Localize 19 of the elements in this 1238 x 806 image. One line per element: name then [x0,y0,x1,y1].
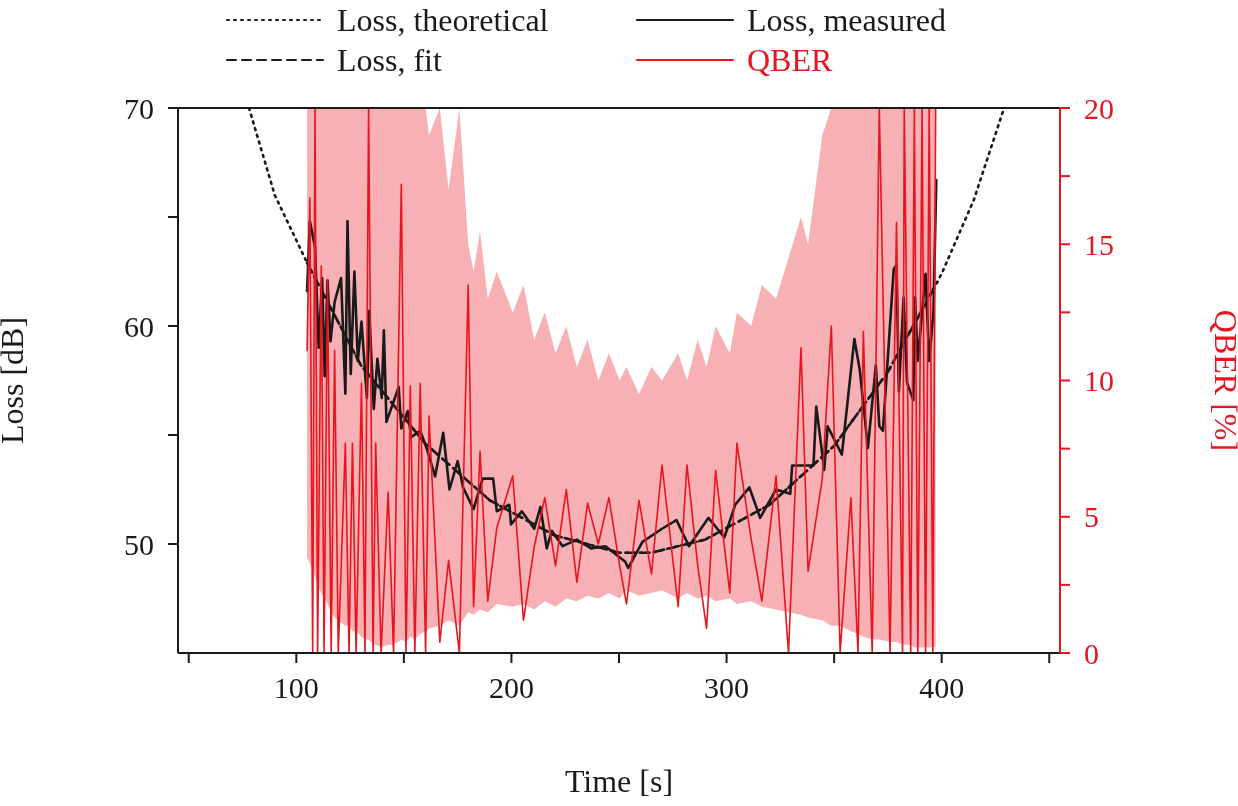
x-tick-label: 200 [488,671,534,705]
y-tick-label: 70 [124,91,154,125]
x-tick-label: 300 [704,671,750,705]
x-tick-label: 400 [919,671,965,705]
x-axis-title: Time [s] [564,763,674,799]
legend-label: Loss, fit [337,41,442,80]
y2-tick-label: 10 [1084,364,1114,398]
y2-tick-label: 5 [1084,500,1099,534]
y2-tick-label: 20 [1084,91,1114,125]
legend-label: Loss, measured [747,1,947,40]
y2-tick-label: 15 [1084,227,1114,261]
y-tick-label: 60 [124,309,154,343]
y2-tick-label: 0 [1084,636,1099,670]
y-tick-label: 50 [124,527,154,561]
legend-label: QBER [747,41,833,80]
x-tick-label: 100 [273,671,319,705]
legend-label: Loss, theoretical [337,1,549,40]
y-axis-title: Loss [dB] [0,316,31,445]
y2-axis-title: QBER [%] [1207,309,1238,452]
